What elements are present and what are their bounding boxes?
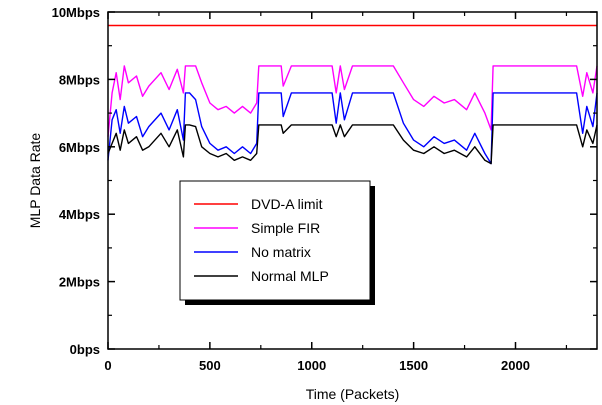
series-line-no-matrix <box>107 92 598 165</box>
legend-label: Simple FIR <box>251 220 320 236</box>
x-tick-label: 1500 <box>399 358 428 373</box>
x-tick-label: 1000 <box>297 358 326 373</box>
x-tick-label: 2000 <box>501 358 530 373</box>
legend-label: Normal MLP <box>251 268 329 284</box>
y-tick-label: 6Mbps <box>59 140 100 155</box>
x-axis-title: Time (Packets) <box>306 386 400 402</box>
legend-label: No matrix <box>251 244 311 260</box>
legend-box <box>179 180 371 301</box>
legend-label: DVD-A limit <box>251 196 323 212</box>
series-layer <box>107 24 598 165</box>
series-line-normal-mlp <box>107 124 598 165</box>
y-axis-title: MLP Data Rate <box>27 133 43 229</box>
y-tick-label: 4Mbps <box>59 207 100 222</box>
legend-items: DVD-A limit Simple FIR No matrix Normal MLP <box>194 196 329 284</box>
ticks-layer: 0bps 2Mbps 4Mbps 6Mbps 8Mbps 10Mbps 0 500 1000 15… <box>52 5 597 373</box>
series-line-simple-fir <box>107 65 598 137</box>
x-tick-label: 500 <box>199 358 221 373</box>
y-tick-label: 10Mbps <box>52 5 100 20</box>
y-tick-label: 2Mbps <box>59 275 100 290</box>
x-tick-label: 0 <box>104 358 111 373</box>
y-tick-label: 0bps <box>70 342 100 357</box>
legend: DVD-A limit Simple FIR No matrix Normal MLP <box>179 180 375 305</box>
y-tick-label: 8Mbps <box>59 72 100 87</box>
